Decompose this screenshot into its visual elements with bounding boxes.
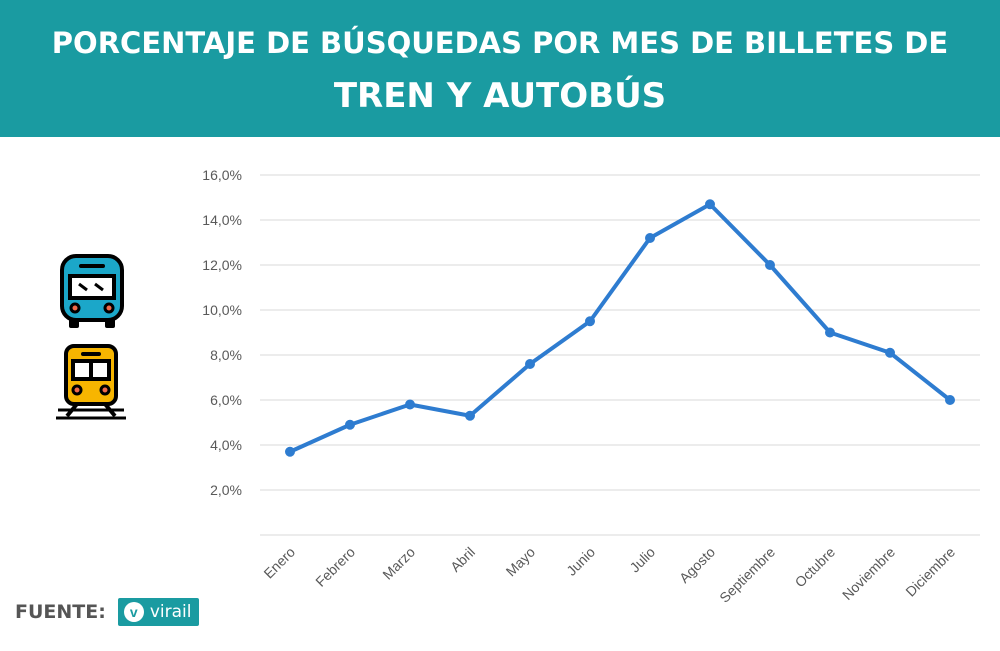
data-point [705, 199, 715, 210]
bus-icon [60, 254, 124, 328]
x-tick-label: Abril [447, 544, 478, 575]
y-tick-label: 10,0% [202, 302, 242, 318]
logo-v-icon: v [123, 602, 144, 622]
x-tick-label: Septiembre [716, 544, 778, 606]
series-line [288, 202, 952, 454]
x-tick-label: Agosto [676, 544, 718, 586]
line-chart: 2,0% 4,0% 6,0% 8,0% 10,0% 12,0% 14,0% 16,0% Ener… [202, 167, 980, 606]
data-point [585, 316, 595, 327]
x-tick-label: Febrero [312, 544, 358, 590]
data-point [345, 419, 355, 430]
x-tick-label: Mayo [503, 544, 539, 580]
x-tick-label: Diciembre [902, 544, 958, 600]
y-tick-label: 16,0% [202, 167, 242, 183]
x-tick-label: Noviembre [839, 544, 898, 603]
data-point [285, 446, 295, 457]
y-tick-label: 6,0% [210, 392, 242, 408]
logo-text: virail [149, 602, 192, 622]
virail-logo: v virail [117, 598, 200, 626]
y-tick-label: 2,0% [210, 482, 242, 498]
y-tick-label: 8,0% [210, 347, 242, 363]
data-point [525, 359, 535, 369]
x-tick-label: Octubre [792, 544, 839, 591]
train-icon [56, 344, 126, 420]
x-tick-label: Julio [626, 544, 658, 576]
x-tick-label: Marzo [379, 544, 418, 583]
data-point [405, 399, 415, 410]
data-point [825, 327, 835, 338]
chart-title-line2: TREN Y AUTOBÚS [333, 76, 667, 116]
y-tick-label: 14,0% [202, 212, 242, 228]
data-point [645, 233, 655, 243]
source-credit: FUENTE: v virail [15, 598, 200, 626]
x-tick-label: Enero [260, 544, 298, 582]
data-point [765, 260, 775, 270]
data-point [885, 347, 895, 358]
data-point [465, 410, 475, 421]
y-tick-label: 12,0% [202, 257, 242, 273]
data-point [945, 395, 955, 405]
x-tick-label: Junio [563, 544, 598, 579]
source-label: FUENTE: [15, 601, 106, 623]
header-banner: PORCENTAJE DE BÚSQUEDAS POR MES DE BILLE… [0, 0, 1000, 137]
y-tick-label: 4,0% [210, 437, 242, 453]
chart-title-line1: PORCENTAJE DE BÚSQUEDAS POR MES DE BILLE… [51, 26, 949, 60]
